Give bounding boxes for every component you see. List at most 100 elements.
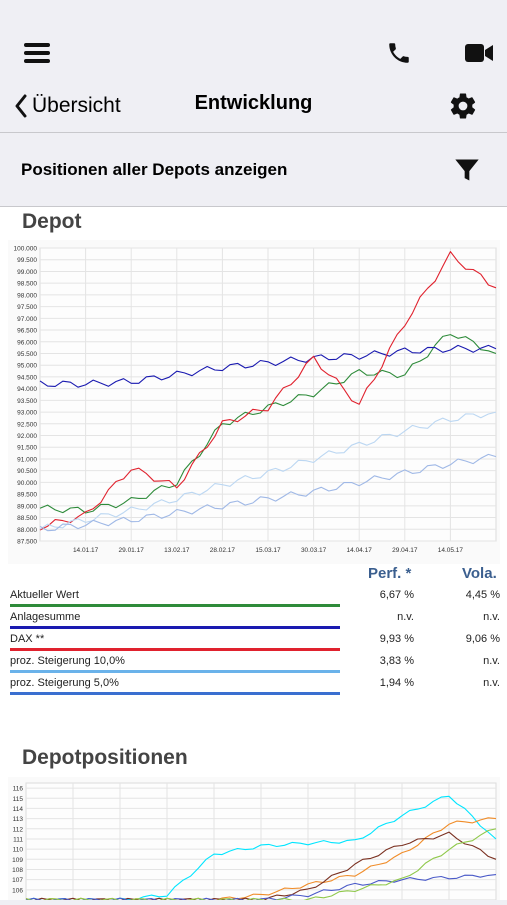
menu-button[interactable] (20, 36, 54, 70)
legend-label: proz. Steigerung 10,0% (10, 655, 125, 667)
phone-button[interactable] (382, 36, 416, 70)
legend-perf: n.v. (397, 611, 414, 623)
legend-perf: 6,67 % (379, 589, 414, 601)
y-tick-label: 92.000 (17, 433, 37, 440)
legend-perf: 1,94 % (379, 677, 414, 689)
y-tick-label: 95.000 (17, 363, 37, 370)
filter-button[interactable] (450, 153, 484, 187)
filter-label[interactable]: Positionen aller Depots anzeigen (21, 160, 288, 179)
legend-row: DAX ** 9,93 % 9,06 % (10, 633, 500, 655)
legend-vola: n.v. (483, 611, 500, 623)
y-tick-label: 114 (13, 806, 24, 813)
y-tick-label: 90.000 (17, 480, 37, 487)
legend-label: DAX ** (10, 633, 45, 645)
legend-line (10, 692, 340, 695)
x-tick-label: 15.03.17 (255, 547, 281, 554)
y-tick-label: 88.500 (17, 515, 37, 522)
legend-label: proz. Steigerung 5,0% (10, 677, 119, 689)
series-line (39, 453, 497, 532)
y-tick-label: 98.000 (17, 292, 37, 299)
depotpositionen-chart[interactable]: 106 107 108 109 110 111 112 113 114 115 116 (8, 777, 500, 903)
y-tick-label: 96.000 (17, 339, 37, 346)
page-title: Entwicklung (194, 92, 313, 114)
y-tick-label: 108 (12, 867, 23, 874)
perf-header: Perf. * (368, 565, 412, 582)
y-tick-label: 93.500 (17, 398, 37, 405)
content-area: Depot 87.500 88.000 88.500 89.000 89.500 90.0… (0, 207, 507, 903)
legend-row: Aktueller Wert 6,67 % 4,45 % (10, 589, 500, 611)
y-tick-label: 109 (12, 857, 23, 864)
top-toolbar (0, 0, 507, 80)
settings-button[interactable] (446, 89, 480, 123)
depot-chart-container: 87.500 88.000 88.500 89.000 89.500 90.000 90.5… (8, 240, 500, 564)
legend-row: proz. Steigerung 10,0% 3,83 % n.v. (10, 655, 500, 677)
y-tick-label: 97.500 (17, 304, 37, 311)
y-tick-label: 91.500 (17, 445, 37, 452)
legend-row: Anlagesumme n.v. n.v. (10, 611, 500, 633)
y-tick-label: 87.500 (17, 539, 37, 546)
x-tick-label: 13.02.17 (164, 547, 190, 554)
legend-line (10, 604, 340, 607)
back-button[interactable]: Übersicht (14, 90, 121, 122)
hamburger-icon (24, 43, 50, 63)
y-tick-label: 97.000 (17, 316, 37, 323)
series-line (39, 411, 497, 530)
x-tick-label: 14.01.17 (73, 547, 99, 554)
y-tick-label: 100.000 (14, 246, 38, 253)
depot-section-title: Depot (22, 210, 82, 233)
y-tick-label: 110 (13, 847, 24, 854)
video-call-button[interactable] (462, 36, 496, 70)
filter-bar: Positionen aller Depots anzeigen (0, 133, 507, 207)
vola-header: Vola. (462, 565, 497, 582)
x-tick-label: 29.04.17 (392, 547, 418, 554)
legend-row: proz. Steigerung 5,0% 1,94 % n.v. (10, 677, 500, 699)
legend-vola: n.v. (483, 655, 500, 667)
legend-line (10, 670, 340, 673)
y-tick-label: 99.000 (17, 269, 37, 276)
y-tick-label: 106 (12, 887, 23, 894)
y-tick-label: 94.000 (17, 386, 37, 393)
y-tick-label: 116 (13, 786, 24, 793)
x-tick-label: 14.04.17 (347, 547, 373, 554)
filter-icon (455, 159, 479, 181)
legend-line (10, 648, 340, 651)
phone-icon (389, 43, 409, 63)
x-tick-label: 30.03.17 (301, 547, 327, 554)
x-tick-label: 28.02.17 (210, 547, 236, 554)
legend-label: Aktueller Wert (10, 589, 79, 601)
y-tick-label: 115 (13, 796, 24, 803)
y-tick-label: 96.500 (17, 328, 37, 335)
y-tick-label: 98.500 (17, 281, 37, 288)
legend-vola: n.v. (483, 677, 500, 689)
x-tick-label: 14.05.17 (438, 547, 464, 554)
legend-label: Anlagesumme (10, 611, 81, 623)
gear-icon (450, 93, 476, 119)
series-line (39, 251, 497, 531)
depotpositionen-section-title: Depotpositionen (22, 746, 188, 769)
x-tick-label: 29.01.17 (119, 547, 145, 554)
series-line (39, 334, 497, 514)
y-tick-label: 95.500 (17, 351, 37, 358)
depot-chart[interactable]: 87.500 88.000 88.500 89.000 89.500 90.000 90.5… (8, 240, 500, 564)
legend-vola: 4,45 % (465, 589, 500, 601)
navigation-bar: Übersicht Entwicklung (0, 80, 507, 133)
y-tick-label: 99.500 (17, 257, 37, 264)
y-tick-label: 93.000 (17, 410, 37, 417)
y-tick-label: 91.000 (17, 456, 37, 463)
y-tick-label: 88.000 (17, 527, 37, 534)
y-tick-label: 107 (12, 877, 23, 884)
y-tick-label: 92.500 (17, 421, 37, 428)
y-tick-label: 111 (13, 836, 23, 843)
legend-perf: 9,93 % (379, 633, 414, 645)
series-line (39, 344, 497, 388)
chevron-left-icon (15, 94, 27, 118)
legend-vola: 9,06 % (465, 633, 500, 645)
video-camera-icon (465, 44, 493, 62)
depotpositionen-chart-container: 106 107 108 109 110 111 112 113 114 115 116 (8, 777, 500, 903)
y-tick-label: 94.500 (17, 374, 37, 381)
y-tick-label: 112 (13, 826, 24, 833)
y-tick-label: 90.500 (17, 468, 37, 475)
y-tick-label: 89.500 (17, 492, 37, 499)
legend-line (10, 626, 340, 629)
y-tick-label: 89.000 (17, 503, 37, 510)
